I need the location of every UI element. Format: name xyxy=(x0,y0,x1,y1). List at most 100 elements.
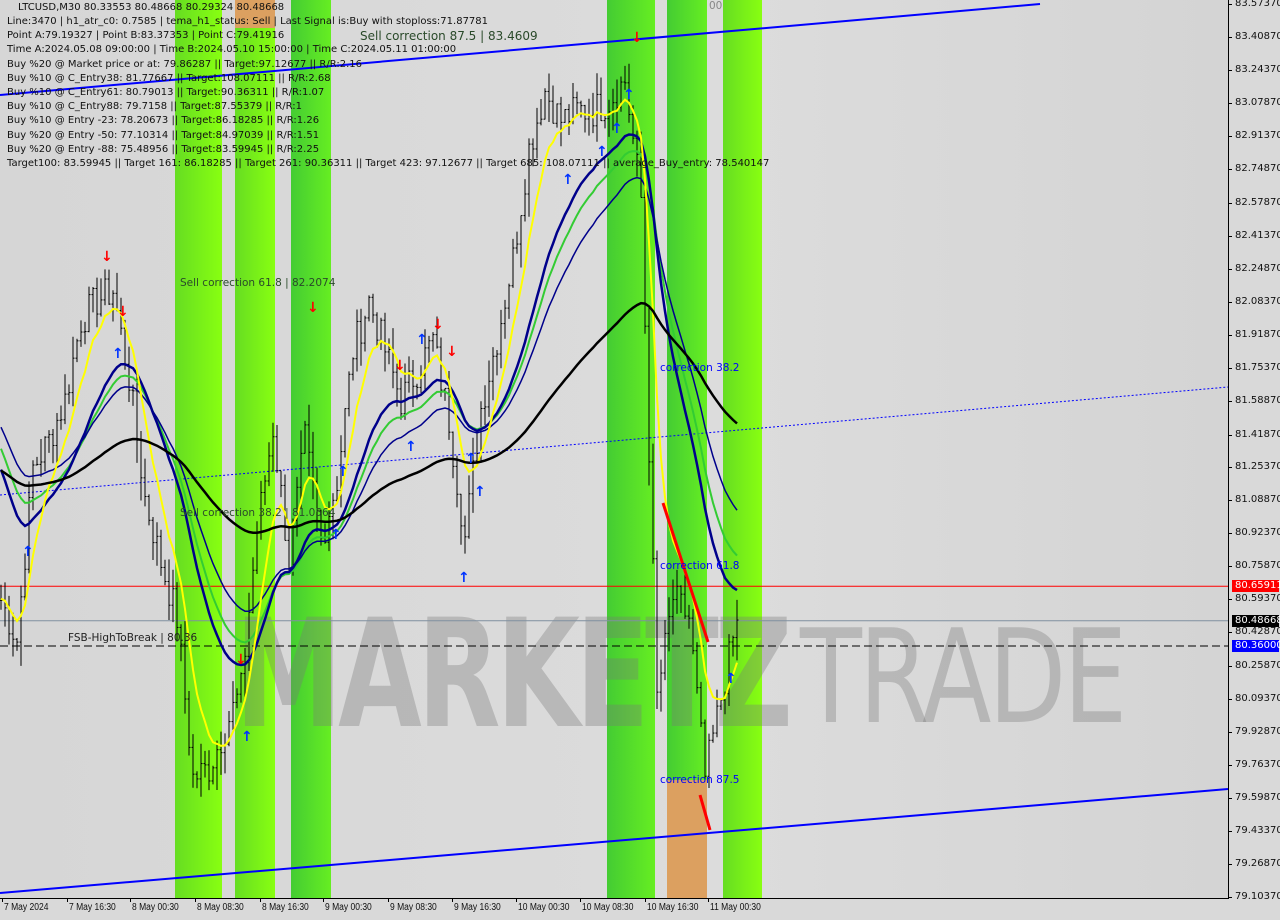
y-tick-label: 83.57370 xyxy=(1235,0,1280,9)
y-tick-mark xyxy=(1228,831,1232,833)
x-tick-label: 9 May 00:30 xyxy=(325,902,372,913)
ma-blue-thin-line xyxy=(0,176,738,612)
x-tick-mark xyxy=(452,898,453,902)
y-tick-label: 82.74870 xyxy=(1235,162,1280,174)
y-tick-label: 81.58870 xyxy=(1235,394,1280,406)
y-tick-label: 81.08870 xyxy=(1235,494,1280,506)
x-tick-mark xyxy=(516,898,517,902)
x-tick-label: 7 May 2024 xyxy=(4,902,49,913)
y-tick-label: 80.09370 xyxy=(1235,693,1280,705)
y-tick-mark xyxy=(1228,301,1232,303)
info-line: Time A:2024.05.08 09:00:00 | Time B:2024… xyxy=(7,44,457,56)
y-tick-mark xyxy=(1228,202,1232,204)
y-tick-label: 81.75370 xyxy=(1235,361,1280,373)
y-tick-mark xyxy=(1228,4,1232,5)
price-chart: ↑↑↑↑↑↑↑↑↑↑↑↑↑↑↑↓↓↓↓↓↓↓↓ xyxy=(0,3,1228,894)
x-tick-mark xyxy=(323,898,324,902)
buy-arrow-icon: ↑ xyxy=(241,729,253,745)
info-line: Buy %20 @ Entry -88: 75.48956 || Target:… xyxy=(7,143,320,155)
y-tick-mark xyxy=(1228,732,1232,734)
y-tick-label: 82.91370 xyxy=(1235,129,1280,141)
signal-zone xyxy=(723,0,762,898)
chart-title: LTCUSD,M30 80.33553 80.48668 80.29324 80… xyxy=(18,2,285,13)
y-tick-mark xyxy=(1228,168,1232,170)
y-tick-mark xyxy=(1228,69,1232,71)
x-tick-label: 9 May 16:30 xyxy=(454,902,501,913)
sell-correction-875-label: Sell correction 87.5 | 83.4609 xyxy=(360,29,538,43)
y-tick-label: 81.91870 xyxy=(1235,328,1280,340)
buy-arrow-icon: ↑ xyxy=(725,671,737,687)
y-tick-mark xyxy=(1228,798,1232,800)
y-tick-mark xyxy=(1228,699,1232,701)
buy-arrow-icon: ↑ xyxy=(596,144,608,160)
buy-arrow-icon: ↑ xyxy=(465,451,477,467)
buy-arrow-icon: ↑ xyxy=(22,544,34,560)
info-line: Line:3470 | h1_atr_c0: 0.7585 | tema_h1_… xyxy=(7,16,489,27)
ma-blue-line xyxy=(0,133,738,667)
x-tick-mark xyxy=(708,898,709,902)
sell-arrow-icon: ↓ xyxy=(432,317,444,333)
signal-zone xyxy=(175,0,222,898)
buy-arrow-icon: ↑ xyxy=(405,439,417,455)
x-tick-label: 10 May 00:30 xyxy=(518,902,570,913)
buy-arrow-icon: ↑ xyxy=(562,172,574,188)
buy-arrow-icon: ↑ xyxy=(330,527,342,543)
channel-lower-line xyxy=(0,788,1228,894)
buy-arrow-icon: ↑ xyxy=(474,484,486,500)
y-tick-mark xyxy=(1228,135,1232,137)
x-tick-label: 10 May 16:30 xyxy=(647,902,699,913)
y-tick-label: 79.10370 xyxy=(1235,891,1280,902)
correction-875-label: correction 87.5 xyxy=(660,774,740,786)
y-tick-mark xyxy=(1228,434,1232,436)
y-tick-label: 80.59370 xyxy=(1235,593,1280,605)
y-tick-mark xyxy=(1228,500,1232,502)
y-tick-label: 81.25370 xyxy=(1235,461,1280,473)
x-tick-mark xyxy=(645,898,646,902)
correction-618-label: correction 61.8 xyxy=(660,560,740,572)
y-tick-label: 82.24870 xyxy=(1235,262,1280,274)
x-tick-label: 8 May 16:30 xyxy=(262,902,309,913)
y-tick-label: 79.26870 xyxy=(1235,858,1280,870)
y-tick-mark xyxy=(1228,599,1232,601)
x-tick-label: 9 May 08:30 xyxy=(390,902,437,913)
sell-arrow-icon: ↓ xyxy=(394,358,406,374)
buy-arrow-icon: ↑ xyxy=(112,346,124,362)
y-tick-label: 83.40870 xyxy=(1235,30,1280,42)
x-tick-mark xyxy=(67,898,68,902)
y-tick-mark xyxy=(1228,765,1232,767)
y-tick-label: 82.57870 xyxy=(1235,196,1280,208)
channel-upper-line xyxy=(0,3,1041,96)
price-level-label: 80.65911 xyxy=(1232,580,1280,593)
chart-plot-area[interactable]: MARKETZ TRADE ↑ ↑ ↑ ↑ ↑ ↑ ↑ ↑ ↑ ↑ ↑ ↑ ↑ ↑ ↑ ↓ ↓ ↓ ↓ ↓ ↓ ↓ ↓ LT… xyxy=(0,0,1229,899)
info-line: Buy %10 @ Entry -23: 78.20673 || Target:… xyxy=(7,115,320,127)
x-tick-mark xyxy=(130,898,131,902)
price-level-label: 80.36000 xyxy=(1232,640,1280,653)
buy-arrow-icon: ↑ xyxy=(611,121,623,137)
y-tick-mark xyxy=(1228,268,1232,270)
info-line: Point A:79.19327 | Point B:83.37353 | Po… xyxy=(7,30,285,42)
swing-line xyxy=(661,502,710,643)
y-tick-mark xyxy=(1228,632,1232,634)
info-line: Target100: 83.59945 || Target 161: 86.18… xyxy=(7,158,770,169)
y-tick-label: 79.92870 xyxy=(1235,726,1280,738)
x-tick-mark xyxy=(2,898,3,902)
buy-arrow-icon: ↑ xyxy=(623,87,635,103)
sell-arrow-icon: ↓ xyxy=(446,344,458,360)
sell-arrow-icon: ↓ xyxy=(101,249,113,265)
y-tick-label: 83.24370 xyxy=(1235,63,1280,75)
y-tick-label: 81.41870 xyxy=(1235,428,1280,440)
sell-correction-618-label: Sell correction 61.8 | 82.2074 xyxy=(180,277,336,289)
y-tick-mark xyxy=(1228,467,1232,469)
sell-arrow-icon: ↓ xyxy=(117,304,129,320)
y-tick-mark xyxy=(1228,400,1232,402)
x-tick-label: 7 May 16:30 xyxy=(69,902,116,913)
channel-mid-line xyxy=(0,386,1228,496)
x-tick-mark xyxy=(388,898,389,902)
ma-green-line xyxy=(0,150,738,644)
ma-yellow-line xyxy=(0,98,738,747)
watermark-text: MARKETZ xyxy=(235,588,793,762)
buy-arrow-icon: ↑ xyxy=(458,570,470,586)
sell-arrow-icon: ↓ xyxy=(631,30,643,46)
x-tick-label: 8 May 08:30 xyxy=(197,902,244,913)
sell-arrow-icon: ↓ xyxy=(307,300,319,316)
